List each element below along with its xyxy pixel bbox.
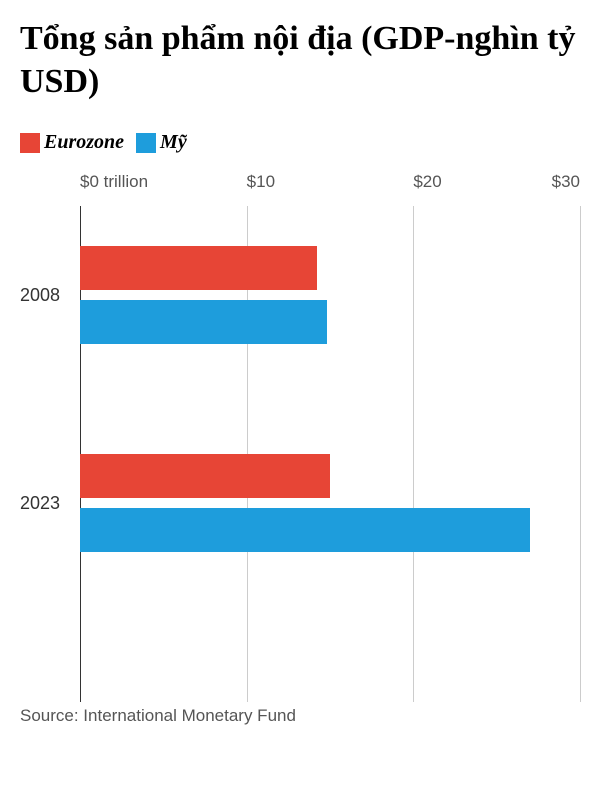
- legend: Eurozone Mỹ: [20, 131, 580, 154]
- bar: [80, 300, 327, 344]
- x-axis-label: $0 trillion: [80, 172, 148, 192]
- legend-item: Mỹ: [136, 131, 187, 154]
- gridline: [413, 206, 414, 702]
- category-label: 2008: [20, 285, 60, 306]
- legend-item: Eurozone: [20, 131, 124, 154]
- chart-title: Tổng sản phẩm nội địa (GDP-nghìn tỷ USD): [20, 18, 580, 103]
- gridline: [580, 206, 581, 702]
- x-axis-labels: $0 trillion $10 $20 $30: [20, 172, 580, 202]
- x-axis-label: $30: [552, 172, 580, 192]
- bar: [80, 246, 317, 290]
- bar: [80, 508, 530, 552]
- x-axis-label: $20: [413, 172, 441, 192]
- legend-swatch: [136, 133, 156, 153]
- plot-area: [80, 206, 580, 732]
- x-axis-label: $10: [247, 172, 275, 192]
- legend-label: Mỹ: [160, 131, 187, 154]
- category-label: 2023: [20, 493, 60, 514]
- chart: $0 trillion $10 $20 $30 2008 2023 Source: In…: [20, 172, 580, 732]
- bar: [80, 454, 330, 498]
- source-text: Source: International Monetary Fund: [20, 706, 296, 726]
- legend-label: Eurozone: [44, 131, 124, 154]
- legend-swatch: [20, 133, 40, 153]
